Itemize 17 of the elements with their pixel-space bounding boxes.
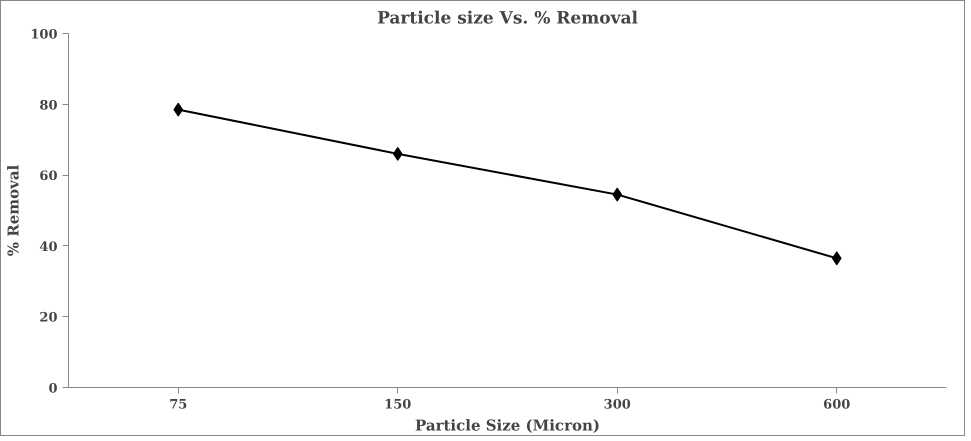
x-tick-label: 75 [169,398,188,412]
x-tick-label: 150 [384,398,412,412]
y-tick-label: 0 [48,382,58,396]
y-tick-label: 60 [39,169,58,184]
y-axis-title: % Removal [4,164,22,256]
x-tick-label: 300 [604,398,631,412]
point [173,102,184,117]
y-tick-label: 100 [30,28,58,42]
y-tick-label: 40 [39,240,58,255]
point [392,146,403,161]
y-tick-label: 80 [39,98,58,114]
x-axis-title: Particle Size (Micron) [415,416,600,434]
chart-title: Particle size Vs. % Removal [377,8,638,28]
point [832,251,842,266]
y-tick-label: 20 [39,310,58,326]
x-tick-label: 600 [823,398,850,412]
point [612,188,622,202]
